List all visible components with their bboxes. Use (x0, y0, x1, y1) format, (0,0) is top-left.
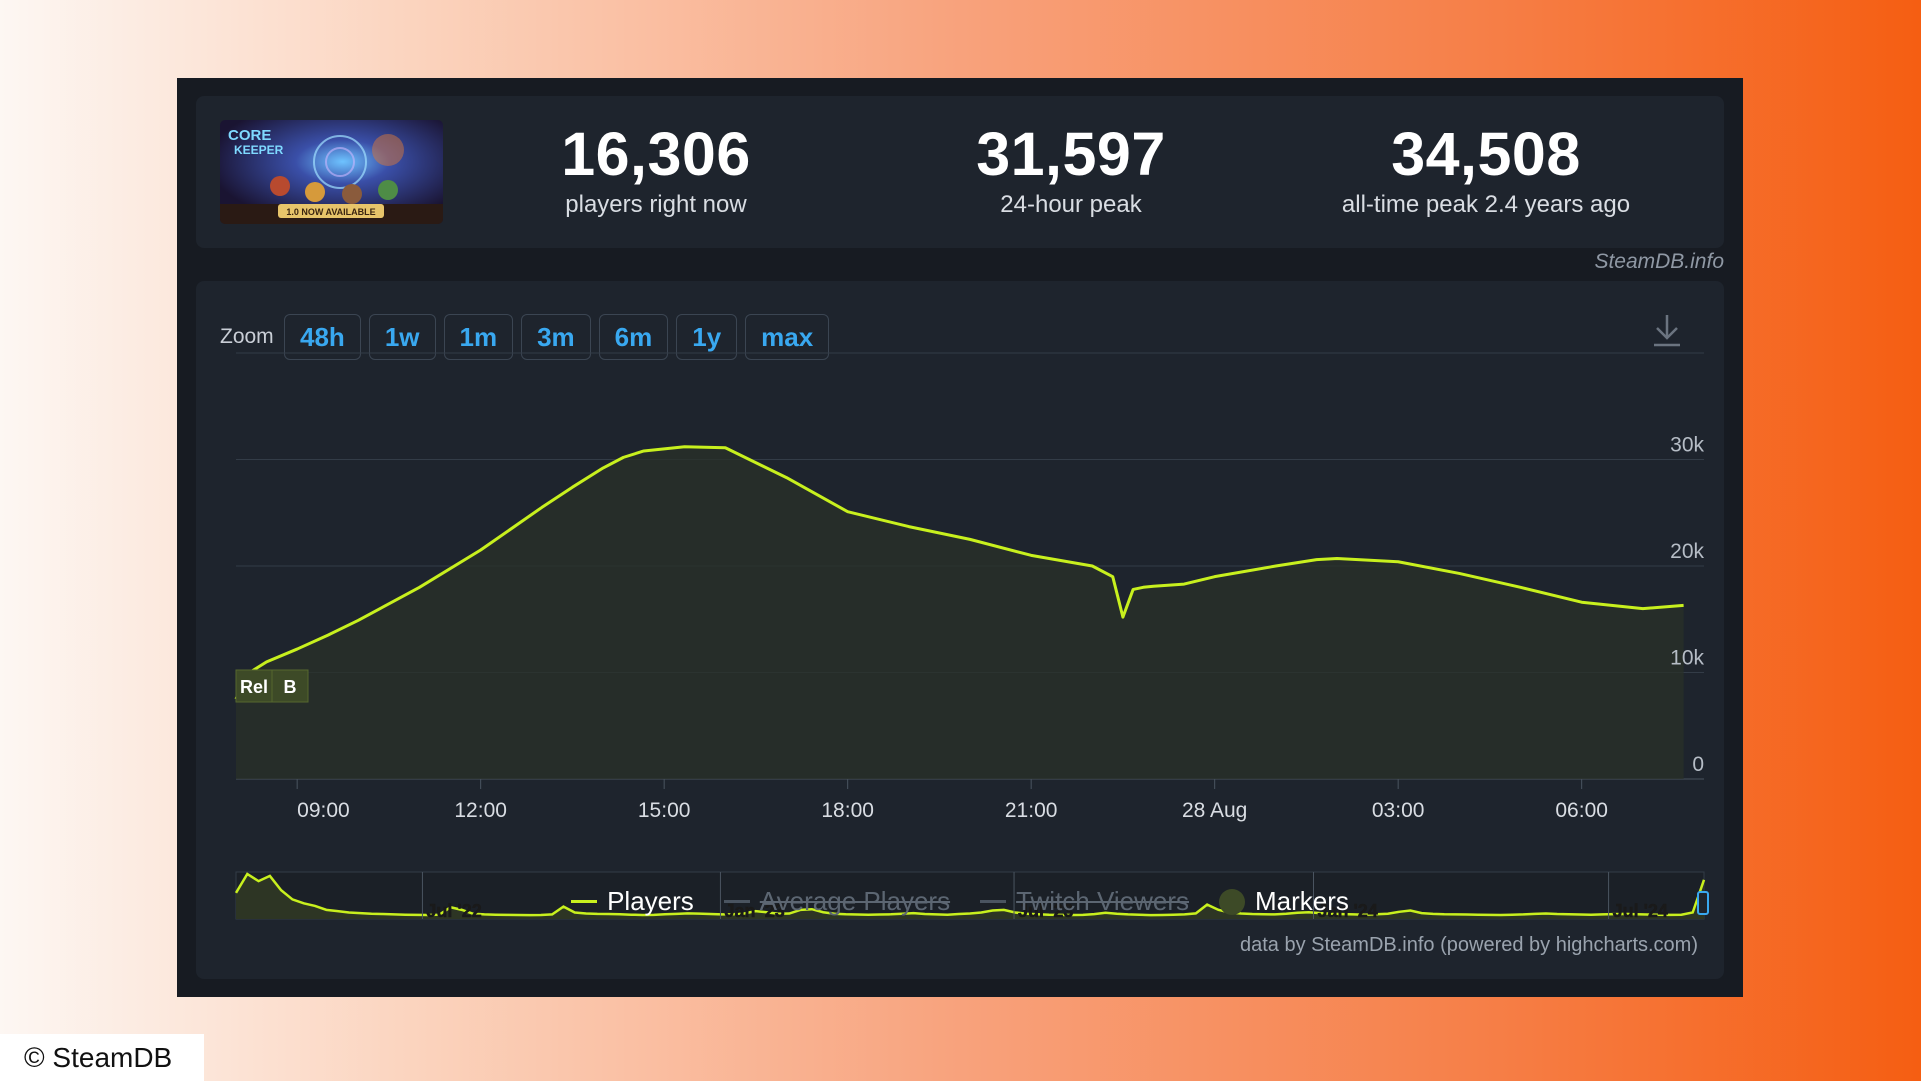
all-time-peak-label: all-time peak 2.4 years ago (1341, 191, 1631, 218)
copyright-notice: © SteamDB (0, 1034, 204, 1081)
legend-players[interactable]: Players (571, 886, 694, 917)
navigator-background (235, 871, 1705, 920)
zoom-1m-button[interactable]: 1m (443, 314, 514, 360)
y-tick-label: 10k (1670, 647, 1704, 670)
all-time-peak-value: 34,508 (1391, 120, 1581, 188)
x-tick-label: 28 Aug (1182, 799, 1247, 822)
players-line (234, 445, 1684, 700)
peak-24h-label: 24-hour peak (1000, 191, 1142, 218)
peak-24h-stat: 31,597 24-hour peak (906, 118, 1236, 220)
legend-markers[interactable]: Markers (1219, 886, 1349, 917)
current-players-value: 16,306 (561, 120, 751, 188)
navigator[interactable]: Jul '22 Jan '23 Jul '23 Jan '24 Jul '24 (234, 871, 1709, 921)
marker-label: B (284, 677, 297, 697)
twitch-viewers-legend-swatch (980, 900, 1007, 903)
current-players-label: players right now (565, 191, 747, 218)
chart-markers[interactable]: Rel B (235, 669, 309, 703)
markers-legend-dot (1219, 888, 1245, 915)
download-icon[interactable] (1650, 311, 1684, 351)
navigator-label: Jul '23 (1018, 901, 1073, 921)
navigator-label: Jul '24 (1613, 901, 1668, 921)
zoom-1y-button[interactable]: 1y (676, 314, 738, 360)
zoom-3m-button[interactable]: 3m (521, 314, 591, 360)
game-thumbnail[interactable]: CORE KEEPER 1.0 NOW AVAILABLE (220, 120, 443, 224)
x-tick-label: 03:00 (1372, 799, 1425, 822)
navigator-line (234, 872, 1706, 917)
site-credit[interactable]: SteamDB.info (1594, 250, 1724, 273)
y-tick-label: 0 (1692, 753, 1704, 776)
y-axis-ticks: 0 10k 20k 30k (1670, 434, 1704, 777)
marker-b[interactable]: B (271, 669, 309, 703)
legend-twitch-viewers[interactable]: Twitch Viewers (980, 886, 1189, 917)
navigator-label: Jul '22 (426, 901, 481, 921)
thumbnail-banner: 1.0 NOW AVAILABLE (286, 207, 375, 217)
chart-card: Zoom 48h 1w 1m 3m 6m 1y max Rel B 0 10k 20k… (196, 281, 1724, 979)
players-area-fill (236, 446, 1684, 779)
steamdb-widget: CORE KEEPER 1.0 NOW AVAILABLE 16,306 pla… (177, 78, 1743, 997)
x-tick-label: 12:00 (454, 799, 507, 822)
x-axis-ticks: 09:00 12:00 15:00 18:00 21:00 28 Aug 03:00 06:0… (296, 779, 1608, 822)
current-players-stat: 16,306 players right now (491, 118, 821, 220)
peak-24h-value: 31,597 (976, 120, 1166, 188)
y-tick-label: 20k (1670, 540, 1704, 563)
chart-legend: Players Average Players Twitch Viewers M… (196, 886, 1724, 917)
marker-box (271, 669, 309, 703)
x-tick-label: 06:00 (1555, 799, 1608, 822)
navigator-handle (1697, 891, 1709, 915)
data-credit[interactable]: data by SteamDB.info (powered by highcha… (1240, 934, 1698, 956)
average-players-legend-swatch (723, 900, 750, 903)
download-icon-glyph (1654, 315, 1680, 347)
zoom-6m-button[interactable]: 6m (598, 314, 669, 360)
zoom-48h-button[interactable]: 48h (284, 314, 361, 360)
legend-average-players-label: Average Players (759, 886, 951, 916)
zoom-max-button[interactable]: max (745, 314, 830, 360)
zoom-label: Zoom (220, 325, 274, 348)
chart-area (234, 445, 1684, 779)
x-tick-label: 15:00 (638, 799, 691, 822)
legend-average-players[interactable]: Average Players (723, 886, 951, 917)
all-time-peak-stat: 34,508 all-time peak 2.4 years ago (1321, 118, 1651, 220)
x-tick-label: 18:00 (821, 799, 874, 822)
legend-markers-label: Markers (1255, 886, 1349, 916)
zoom-1w-button[interactable]: 1w (368, 314, 436, 360)
navigator-label: Jan '24 (1318, 901, 1378, 921)
game-artwork: CORE KEEPER 1.0 NOW AVAILABLE (220, 120, 443, 224)
zoom-button-group: 48h 1w 1m 3m 6m 1y max (284, 314, 830, 360)
navigator-label: Jan '23 (724, 901, 784, 921)
legend-twitch-viewers-label: Twitch Viewers (1016, 886, 1189, 916)
logo-text-keeper: KEEPER (234, 143, 284, 157)
y-tick-label: 30k (1670, 434, 1704, 457)
stats-card: CORE KEEPER 1.0 NOW AVAILABLE 16,306 pla… (196, 96, 1724, 248)
x-tick-label: 09:00 (297, 799, 350, 822)
marker-rel[interactable]: Rel (235, 669, 273, 703)
x-tick-label: 21:00 (1005, 799, 1058, 822)
legend-players-label: Players (607, 886, 694, 916)
logo-text-core: CORE (228, 127, 271, 144)
marker-label: Rel (240, 677, 268, 697)
players-chart[interactable]: Rel B 0 10k 20k 30k 09:00 12:00 15:00 18:00 21:0… (196, 281, 1724, 979)
players-legend-swatch (571, 900, 598, 903)
